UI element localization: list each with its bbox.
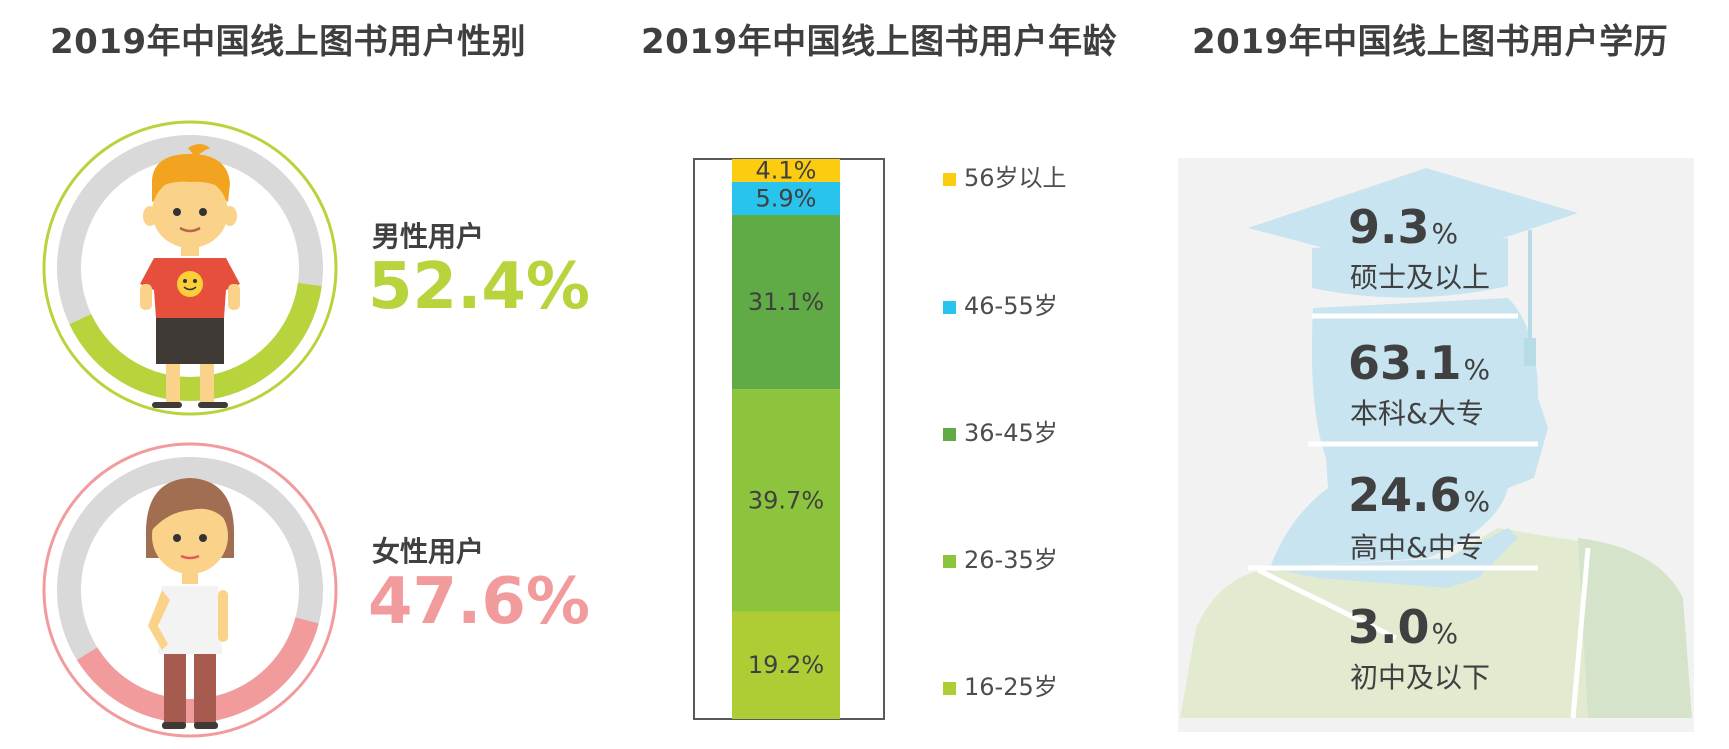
female-donut [42, 442, 338, 738]
education-label-master: 硕士及以上 [1350, 261, 1491, 294]
mortarboard-icon [1248, 168, 1578, 270]
cap-tassel-icon [1524, 338, 1536, 366]
age-segment-36-45 [732, 215, 840, 390]
age-segment-56plus [732, 159, 840, 182]
age-chart-title: 2019年中国线上图书用户年龄 [641, 22, 1118, 62]
age-segment-label-16-25: 19.2% [748, 651, 824, 679]
age-segment-46-55 [732, 181, 840, 215]
legend-label-16-25: 16-25岁 [964, 673, 1058, 701]
legend-swatch-46-55 [943, 300, 956, 314]
age-segment-label-56plus: 4.1% [756, 156, 817, 184]
education-label-middleschool: 初中及以下 [1350, 661, 1491, 694]
girl-icon [145, 478, 235, 729]
legend-swatch-56plus [943, 172, 956, 186]
legend-swatch-26-35 [943, 554, 956, 568]
male-value: 52.4% [368, 250, 591, 324]
age-segment-label-36-45: 31.1% [748, 288, 824, 316]
gender-chart-title: 2019年中国线上图书用户性别 [50, 22, 527, 62]
legend-label-46-55: 46-55岁 [964, 292, 1058, 320]
education-chart-title: 2019年中国线上图书用户学历 [1192, 22, 1669, 62]
education-value-bachelor: 63.1% [1348, 336, 1491, 390]
education-shoulder-right [1578, 538, 1692, 718]
legend-label-36-45: 36-45岁 [964, 419, 1058, 447]
education-neck [1270, 528, 1518, 588]
cap-tassel-cord [1528, 230, 1532, 350]
female-label: 女性用户 [372, 535, 485, 568]
education-shoulder-line [1570, 547, 1591, 719]
male-outer-ring [42, 120, 338, 416]
female-value: 47.6% [368, 565, 591, 639]
legend-item-36-45: 36-45岁 [943, 413, 1058, 448]
legend-label-26-35: 26-35岁 [964, 546, 1058, 574]
education-collar-line [1256, 567, 1398, 641]
age-segment-label-26-35: 39.7% [748, 486, 824, 514]
male-donut [42, 120, 338, 416]
cap-band [1312, 238, 1508, 298]
legend-item-16-25: 16-25岁 [943, 667, 1058, 702]
legend-swatch-16-25 [943, 681, 956, 695]
legend-item-46-55: 46-55岁 [943, 286, 1058, 321]
male-label: 男性用户 [372, 220, 485, 253]
education-value-master: 9.3% [1348, 200, 1459, 254]
age-segment-26-35 [732, 389, 840, 612]
education-silhouette [1178, 158, 1694, 732]
legend-item-26-35: 26-35岁 [943, 540, 1058, 575]
legend-label-56plus: 56岁以上 [964, 164, 1067, 192]
education-value-highschool: 24.6% [1348, 468, 1491, 522]
education-label-highschool: 高中&中专 [1350, 531, 1484, 564]
legend-item-56plus: 56岁以上 [943, 158, 1067, 193]
education-value-middleschool: 3.0% [1348, 600, 1459, 654]
education-head [1270, 298, 1548, 568]
education-label-bachelor: 本科&大专 [1350, 397, 1484, 430]
age-segment-label-46-55: 5.9% [756, 184, 817, 212]
female-outer-ring [42, 442, 338, 738]
age-stacked-bar: 19.2% 39.7% 31.1% 5.9%4.1% [693, 156, 885, 720]
age-segment-16-25 [732, 611, 840, 719]
boy-icon [140, 144, 240, 408]
legend-swatch-36-45 [943, 427, 956, 441]
